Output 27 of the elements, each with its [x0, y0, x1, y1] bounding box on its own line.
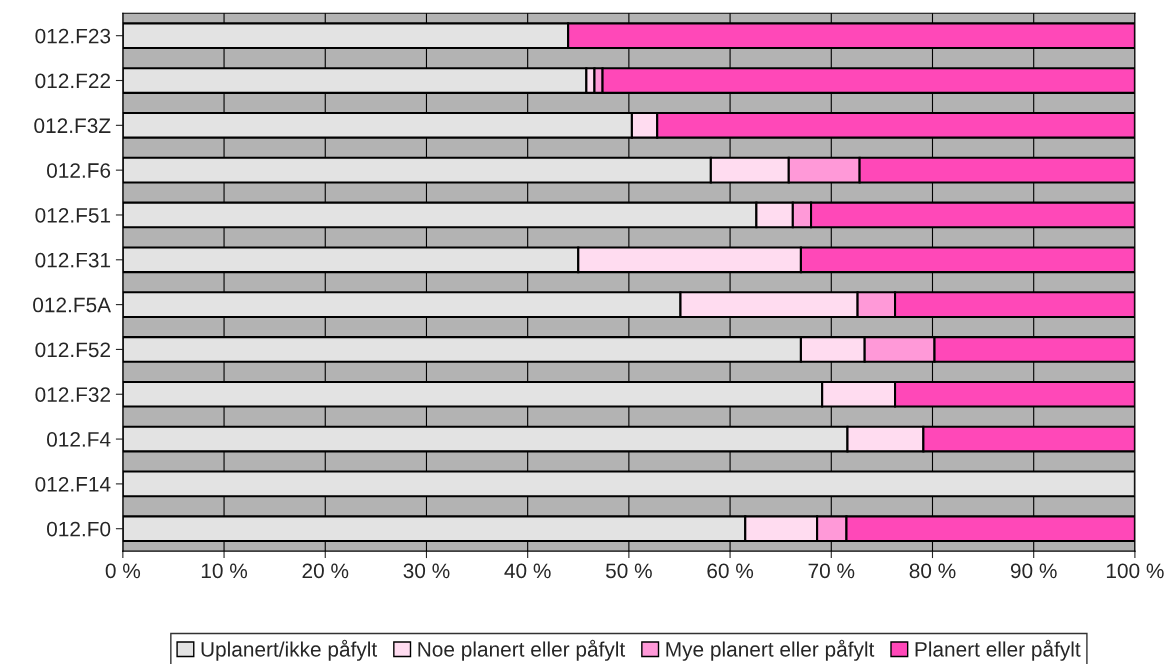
y-tick-label: 012.F6 [47, 163, 111, 178]
y-tick-label: 012.F0 [47, 521, 111, 537]
y-tick-label: 012.F14 [35, 476, 111, 492]
y-tick-label: 012.F4 [47, 432, 111, 447]
legend-label: Uplanert/ikke påfylt [201, 639, 378, 661]
x-tick-label: 100 % [1106, 563, 1164, 579]
y-tick-label: 012.F31 [35, 252, 111, 268]
x-tick-label: 20 % [302, 563, 349, 579]
x-tick-label: 40 % [504, 563, 551, 579]
legend-label: Mye planert eller påfylt [666, 639, 875, 661]
y-tick-label: 012.F51 [35, 207, 111, 223]
y-tick-label: 012.F3Z [34, 118, 111, 134]
x-tick-label: 70 % [808, 563, 855, 579]
x-tick-label: 30 % [403, 563, 450, 579]
y-tick-label: 012.F52 [35, 342, 111, 358]
x-tick-label: 0 % [105, 563, 141, 579]
x-tick-label: 60 % [707, 563, 754, 579]
x-tick-label: 50 % [605, 563, 652, 579]
x-tick-label: 10 % [201, 563, 248, 579]
y-tick-label: 012.F32 [35, 387, 111, 402]
y-tick-label: 012.F5A [33, 297, 112, 313]
x-tick-label: 80 % [909, 563, 956, 579]
y-tick-label: 012.F23 [35, 28, 111, 44]
y-tick-label: 012.F22 [35, 73, 111, 89]
legend-label: Planert eller påfylt [915, 639, 1081, 661]
legend-label: Noe planert eller påfylt [418, 639, 626, 661]
x-tick-label: 90 % [1010, 563, 1057, 579]
